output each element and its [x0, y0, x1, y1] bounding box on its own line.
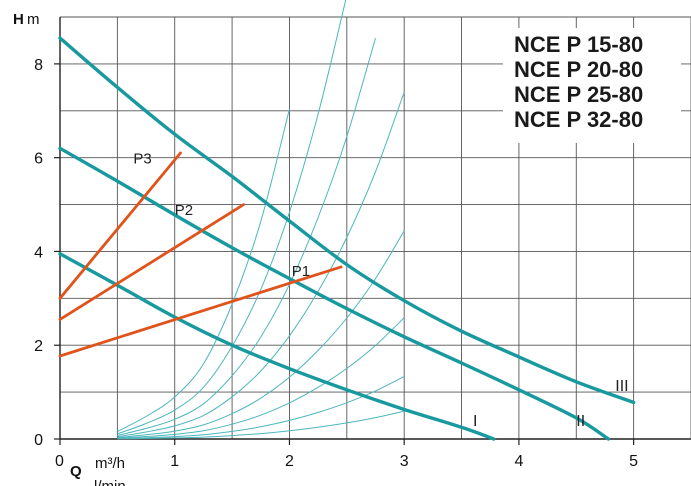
x-tick-label: 1 — [170, 453, 179, 470]
x-tick-label: 3 — [400, 453, 409, 470]
y-tick-label: 8 — [34, 57, 43, 74]
operating-point-label-p2: P2 — [175, 202, 193, 219]
pump-curve-iii — [58, 36, 636, 405]
title-background — [503, 28, 681, 143]
title-line-1: NCE P 15-80 — [514, 32, 643, 57]
title-line-3: NCE P 25-80 — [514, 82, 643, 107]
curve-label-ii: II — [576, 413, 585, 430]
y-tick-label: 2 — [34, 338, 43, 355]
y-axis-unit: m — [27, 11, 40, 28]
operating-point-label-p3: P3 — [133, 151, 151, 168]
pump-curves — [58, 36, 636, 441]
operating-line-p2 — [58, 203, 245, 321]
y-axis-symbol: H — [13, 11, 24, 28]
x-axis-secondary-unit: l/min — [94, 478, 126, 486]
system-curves — [117, 0, 405, 440]
x-tick-label: 5 — [629, 453, 638, 470]
system-curve — [117, 108, 290, 432]
y-tick-label: 6 — [34, 151, 43, 168]
curve-label-iii: III — [615, 378, 628, 395]
x-axis-label: Q m³/h l/min — [70, 455, 126, 486]
title-line-4: NCE P 32-80 — [514, 107, 643, 132]
operating-point-label-p1: P1 — [292, 263, 310, 280]
operating-lines — [58, 151, 343, 358]
system-curve — [117, 0, 347, 435]
operating-line-p3 — [58, 151, 182, 300]
x-axis-symbol: Q — [70, 463, 82, 480]
system-curve — [117, 376, 405, 440]
system-curve — [117, 410, 405, 440]
y-tick-label: 4 — [34, 244, 43, 261]
grid — [54, 16, 691, 445]
curve-label-i: I — [473, 413, 477, 430]
y-axis-label: H m — [13, 11, 40, 28]
chart-title: NCE P 15-80 NCE P 20-80 NCE P 25-80 NCE … — [503, 28, 681, 143]
x-tick-label: 2 — [285, 453, 294, 470]
tick-labels: 0 1 2 3 4 5 0 2 4 6 8 — [34, 57, 638, 470]
pump-curve-ii — [58, 146, 611, 441]
pump-curve-i — [58, 252, 496, 441]
system-curve — [117, 37, 376, 436]
x-axis-unit: m³/h — [95, 455, 125, 472]
x-tick-label: 0 — [55, 453, 64, 470]
y-tick-label: 0 — [34, 432, 43, 449]
system-curve — [117, 91, 405, 438]
operating-line-p1 — [58, 265, 343, 358]
system-curve — [117, 317, 405, 439]
title-line-2: NCE P 20-80 — [514, 57, 643, 82]
x-tick-label: 4 — [514, 453, 523, 470]
system-curve — [117, 230, 405, 439]
